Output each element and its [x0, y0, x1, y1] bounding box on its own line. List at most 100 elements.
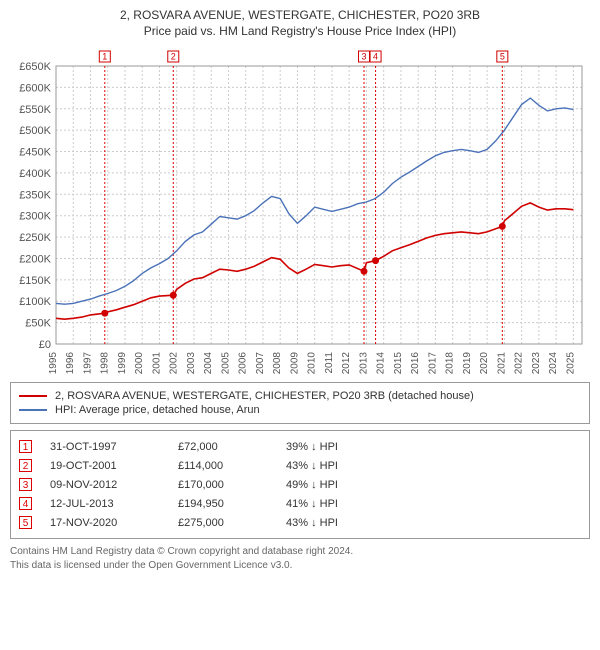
legend-swatch	[19, 409, 47, 411]
x-tick-label: 2025	[565, 352, 576, 374]
row-diff: 49% ↓ HPI	[286, 479, 376, 491]
y-tick-label: £500K	[19, 125, 51, 137]
row-diff: 39% ↓ HPI	[286, 441, 376, 453]
table-row: 3 09-NOV-2012 £170,000 49% ↓ HPI	[19, 475, 581, 494]
legend-label: HPI: Average price, detached house, Arun	[55, 404, 260, 416]
x-tick-label: 2013	[358, 352, 369, 374]
plot-border	[56, 66, 582, 344]
table-row: 2 19-OCT-2001 £114,000 43% ↓ HPI	[19, 456, 581, 475]
row-date: 12-JUL-2013	[50, 498, 160, 510]
transaction-marker-label: 1	[102, 52, 107, 62]
y-tick-label: £100K	[19, 296, 51, 308]
transaction-point	[361, 268, 368, 275]
row-price: £114,000	[178, 460, 268, 472]
y-tick-label: £650K	[19, 61, 51, 73]
x-tick-label: 2021	[496, 352, 507, 374]
transaction-point	[372, 257, 379, 264]
x-tick-label: 2001	[151, 352, 162, 374]
x-tick-label: 2018	[445, 352, 456, 374]
row-marker: 5	[19, 516, 32, 529]
x-tick-label: 2005	[220, 352, 231, 374]
transaction-marker-label: 3	[362, 52, 367, 62]
transaction-table: 1 31-OCT-1997 £72,000 39% ↓ HPI 2 19-OCT-2001…	[10, 430, 590, 539]
x-tick-label: 2009	[289, 352, 300, 374]
transaction-point	[499, 223, 506, 230]
row-date: 19-OCT-2001	[50, 460, 160, 472]
x-tick-label: 2017	[427, 352, 438, 374]
x-tick-label: 1997	[82, 352, 93, 374]
row-diff: 41% ↓ HPI	[286, 498, 376, 510]
x-tick-label: 2016	[410, 352, 421, 374]
y-tick-label: £50K	[25, 318, 51, 330]
transaction-marker-label: 2	[171, 52, 176, 62]
y-tick-label: £150K	[19, 275, 51, 287]
legend: 2, ROSVARA AVENUE, WESTERGATE, CHICHESTE…	[10, 382, 590, 424]
x-tick-label: 2014	[376, 352, 387, 374]
x-tick-label: 2003	[186, 352, 197, 374]
chart-title-address: 2, ROSVARA AVENUE, WESTERGATE, CHICHESTE…	[10, 8, 590, 22]
row-marker: 2	[19, 459, 32, 472]
table-row: 5 17-NOV-2020 £275,000 43% ↓ HPI	[19, 513, 581, 532]
row-date: 09-NOV-2012	[50, 479, 160, 491]
x-tick-label: 2004	[203, 352, 214, 374]
figure: 2, ROSVARA AVENUE, WESTERGATE, CHICHESTE…	[0, 0, 600, 650]
row-diff: 43% ↓ HPI	[286, 460, 376, 472]
series-hpi	[56, 98, 573, 304]
row-price: £194,950	[178, 498, 268, 510]
transaction-marker-label: 5	[500, 52, 505, 62]
transaction-point	[170, 292, 177, 299]
x-tick-label: 2008	[272, 352, 283, 374]
y-tick-label: £450K	[19, 147, 51, 159]
x-tick-label: 2015	[393, 352, 404, 374]
x-tick-label: 2002	[169, 352, 180, 374]
x-tick-label: 2019	[462, 352, 473, 374]
row-price: £170,000	[178, 479, 268, 491]
x-tick-label: 2022	[514, 352, 525, 374]
y-tick-label: £250K	[19, 232, 51, 244]
y-tick-label: £0	[39, 339, 51, 351]
transaction-point	[101, 310, 108, 317]
transaction-marker-label: 4	[373, 52, 378, 62]
y-tick-label: £300K	[19, 211, 51, 223]
legend-item: HPI: Average price, detached house, Arun	[19, 403, 581, 417]
x-tick-label: 1998	[100, 352, 111, 374]
footer-attribution: Contains HM Land Registry data © Crown c…	[10, 545, 590, 572]
x-tick-label: 1999	[117, 352, 128, 374]
legend-item: 2, ROSVARA AVENUE, WESTERGATE, CHICHESTE…	[19, 389, 581, 403]
y-tick-label: £350K	[19, 189, 51, 201]
row-date: 17-NOV-2020	[50, 517, 160, 529]
y-tick-label: £200K	[19, 253, 51, 265]
row-date: 31-OCT-1997	[50, 441, 160, 453]
x-tick-label: 1995	[48, 352, 59, 374]
line-chart: £0 £50K £100K £150K £200K £250K £300K £350K £400…	[10, 44, 590, 374]
x-tick-label: 2000	[134, 352, 145, 374]
x-tick-label: 2006	[238, 352, 249, 374]
table-row: 4 12-JUL-2013 £194,950 41% ↓ HPI	[19, 494, 581, 513]
x-tick-label: 1996	[65, 352, 76, 374]
row-marker: 1	[19, 440, 32, 453]
chart-title-subtitle: Price paid vs. HM Land Registry's House …	[10, 24, 590, 38]
series-property	[56, 203, 573, 319]
y-tick-label: £600K	[19, 82, 51, 94]
x-tick-label: 2020	[479, 352, 490, 374]
x-tick-label: 2007	[255, 352, 266, 374]
y-tick-label: £550K	[19, 104, 51, 116]
x-tick-label: 2011	[324, 352, 335, 374]
x-tick-label: 2012	[341, 352, 352, 374]
row-marker: 4	[19, 497, 32, 510]
row-marker: 3	[19, 478, 32, 491]
row-price: £72,000	[178, 441, 268, 453]
x-tick-label: 2010	[307, 352, 318, 374]
footer-line1: Contains HM Land Registry data © Crown c…	[10, 545, 590, 559]
row-diff: 43% ↓ HPI	[286, 517, 376, 529]
footer-line2: This data is licensed under the Open Gov…	[10, 559, 590, 573]
legend-label: 2, ROSVARA AVENUE, WESTERGATE, CHICHESTE…	[55, 390, 474, 402]
table-row: 1 31-OCT-1997 £72,000 39% ↓ HPI	[19, 437, 581, 456]
row-price: £275,000	[178, 517, 268, 529]
chart-area: £0 £50K £100K £150K £200K £250K £300K £350K £400…	[10, 44, 590, 374]
legend-swatch	[19, 395, 47, 397]
x-tick-label: 2024	[548, 352, 559, 374]
y-tick-label: £400K	[19, 168, 51, 180]
x-tick-label: 2023	[531, 352, 542, 374]
chart-titles: 2, ROSVARA AVENUE, WESTERGATE, CHICHESTE…	[10, 8, 590, 38]
